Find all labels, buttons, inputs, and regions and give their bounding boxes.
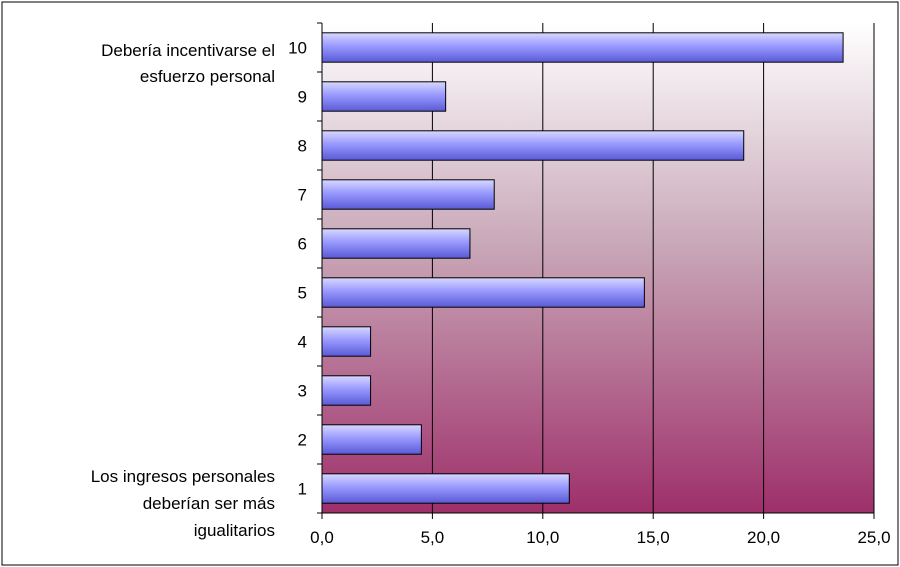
bottom-end-label-line-1: Los ingresos personales <box>91 467 275 486</box>
bar-7 <box>321 179 495 210</box>
y-category-label-8: 8 <box>298 137 307 156</box>
bar-4 <box>321 326 372 357</box>
x-tick-label-0: 0,0 <box>310 528 334 547</box>
bar-6 <box>321 228 471 259</box>
y-category-label-9: 9 <box>298 88 307 107</box>
x-tick-label-3: 15,0 <box>637 528 670 547</box>
y-category-label-10: 10 <box>288 39 307 58</box>
bar-10 <box>321 32 844 63</box>
y-category-label-5: 5 <box>298 284 307 303</box>
y-category-label-4: 4 <box>298 333 307 352</box>
top-end-label-line-1: Debería incentivarse el <box>101 41 275 60</box>
x-tick-label-2: 10,0 <box>526 528 559 547</box>
y-category-label-3: 3 <box>298 382 307 401</box>
bottom-end-label-line-3: igualitarios <box>194 521 275 540</box>
bar-3 <box>321 375 372 406</box>
gridlines <box>431 23 875 513</box>
bar-9 <box>321 81 447 112</box>
labels: Debería incentivarse el esfuerzo persona… <box>91 39 891 548</box>
x-tick-label-5: 25,0 <box>857 528 890 547</box>
axes <box>317 22 875 519</box>
y-category-label-7: 7 <box>298 186 307 205</box>
bar-1 <box>321 473 570 504</box>
x-tick-label-4: 20,0 <box>747 528 780 547</box>
bars <box>321 32 844 504</box>
x-tick-label-1: 5,0 <box>421 528 445 547</box>
top-end-label-line-2: esfuerzo personal <box>140 67 275 86</box>
bar-5 <box>321 277 645 308</box>
bar-8 <box>321 130 745 161</box>
y-category-label-1: 1 <box>298 480 307 499</box>
bottom-end-label-line-2: deberían ser más <box>143 494 275 513</box>
y-category-label-2: 2 <box>298 431 307 450</box>
bar-2 <box>321 424 422 455</box>
y-category-label-6: 6 <box>298 235 307 254</box>
